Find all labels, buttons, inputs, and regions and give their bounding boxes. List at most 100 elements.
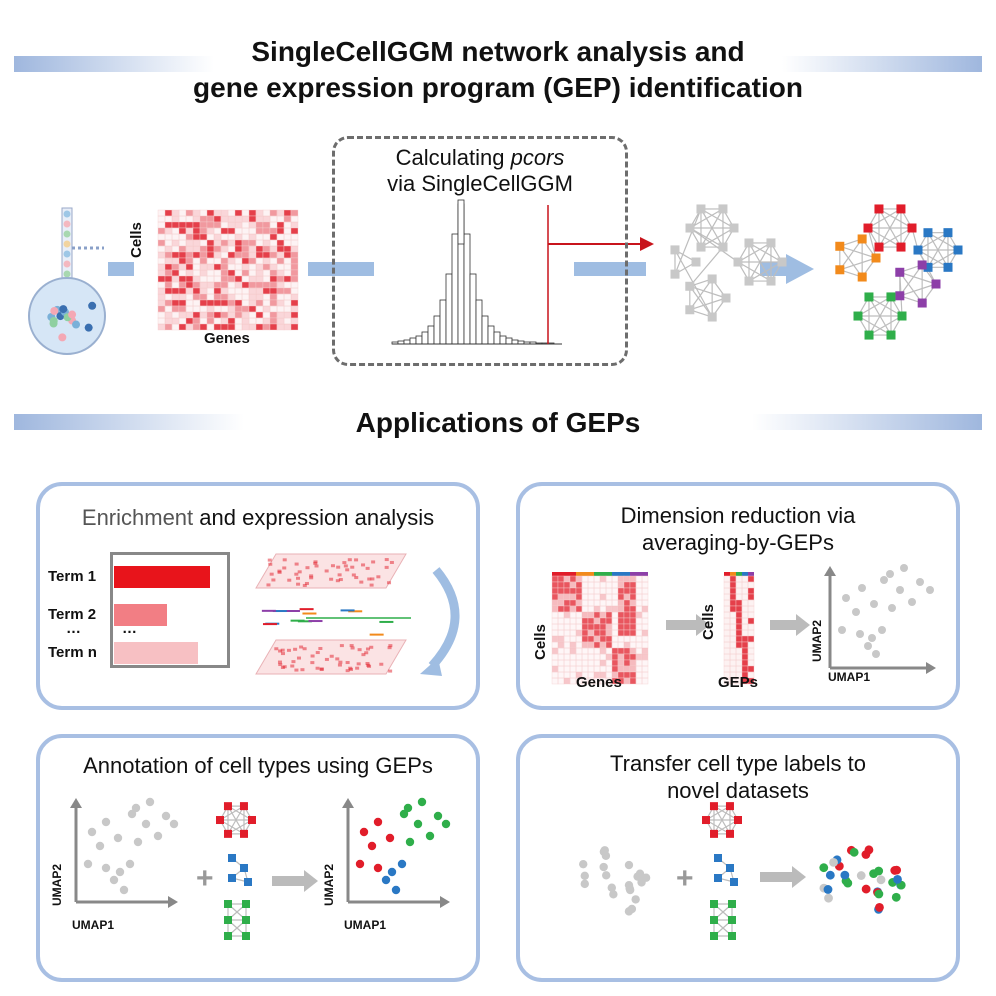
- colored-network-node: [913, 245, 923, 255]
- heatmap-cell: [234, 293, 243, 301]
- colored-network-edge: [899, 264, 923, 297]
- heatmap-cell: [164, 311, 173, 319]
- gep-heatmap-cell: [741, 587, 749, 595]
- heatmap-cell: [220, 281, 229, 289]
- heatmap-cell: [164, 287, 173, 295]
- heatmap-cell: [157, 227, 166, 235]
- heatmap-cell: [185, 317, 194, 325]
- heatmap-cell: [185, 275, 194, 283]
- dimred-heatmap-cell: [581, 635, 589, 643]
- annot-gep-green-node: [224, 916, 232, 924]
- heatmap-cell: [262, 269, 271, 277]
- dimred-heatmap-cell: [611, 605, 619, 613]
- layer-dot: [329, 577, 334, 581]
- heatmap-cell: [157, 323, 166, 331]
- dimred-heatmap-cell: [617, 623, 625, 631]
- layer-dot: [366, 663, 371, 667]
- dimred-heatmap-cell: [635, 641, 643, 649]
- heatmap-cell: [157, 275, 166, 283]
- heatmap-cell: [157, 263, 166, 271]
- dimred-heatmap-cell: [641, 593, 649, 601]
- annot-gray-point: [131, 803, 141, 813]
- transfer-colored-point: [874, 866, 884, 876]
- heatmap-cell: [185, 323, 194, 331]
- dimred-heatmap-cell: [611, 635, 619, 643]
- gep-heatmap-cell: [735, 575, 743, 583]
- layer-dot: [345, 661, 350, 665]
- droplet-cell: [72, 320, 81, 329]
- layer-dot: [371, 560, 376, 564]
- dimred-heatmap-cell: [557, 647, 565, 655]
- heatmap-cell: [178, 227, 187, 235]
- gray-network-node: [744, 238, 754, 248]
- layer-dot: [365, 566, 370, 570]
- heatmap-cell: [213, 245, 222, 253]
- colored-network-node: [864, 292, 874, 302]
- tube-cell: [63, 240, 71, 248]
- dimred-color-strip: [582, 572, 588, 576]
- heatmap-cell: [262, 323, 271, 331]
- heatmap-cell: [283, 281, 292, 289]
- heatmap-cell: [199, 215, 208, 223]
- dimred-heatmap-cell: [557, 671, 565, 679]
- layer-dot: [337, 573, 342, 577]
- expression-layers: [255, 553, 460, 676]
- gep-heatmap-cell: [729, 647, 737, 655]
- colored-network-node: [943, 262, 953, 272]
- tube-cell: [63, 210, 71, 218]
- heatmap-cell: [164, 263, 173, 271]
- heatmap-cell: [241, 305, 250, 313]
- dimred-heatmap-cell: [581, 623, 589, 631]
- colored-network-edge: [899, 283, 937, 297]
- heatmap-cell: [290, 275, 299, 283]
- layer-dot: [293, 647, 298, 651]
- dimred-heatmap-cell: [599, 647, 607, 655]
- heatmap-cell: [283, 275, 292, 283]
- heatmap-cell: [227, 263, 236, 271]
- heatmap-cell: [234, 239, 243, 247]
- heatmap-cell: [290, 269, 299, 277]
- heatmap-cell: [248, 317, 257, 325]
- heatmap-cell: [185, 215, 194, 223]
- heatmap-cell: [178, 233, 187, 241]
- dimred-arrow-2: [770, 620, 798, 630]
- dimred-heatmap-cell: [617, 635, 625, 643]
- dimred-heatmap-cell: [593, 581, 601, 589]
- heatmap-cell: [213, 215, 222, 223]
- dimred-heatmap-cell: [575, 599, 583, 607]
- dimred-heatmap-cell: [599, 653, 607, 661]
- colored-network-node: [874, 242, 884, 252]
- gray-network-edge: [674, 208, 702, 275]
- layer-dot: [282, 566, 287, 570]
- heatmap-cell: [213, 233, 222, 241]
- dimred-heatmap-cell: [581, 653, 589, 661]
- heatmap-cell: [248, 209, 257, 217]
- annot-colored-point: [387, 867, 397, 877]
- dimred-heatmap-cell: [623, 665, 631, 673]
- colored-network-node: [857, 272, 867, 282]
- gep-heatmap-cell: [747, 677, 755, 685]
- dimred-heatmap-cell: [635, 653, 643, 661]
- heatmap-cell: [269, 257, 278, 265]
- transfer-title-line1: Transfer cell type labels to: [610, 751, 866, 776]
- colored-network-node: [871, 253, 881, 263]
- layer-dot: [361, 653, 366, 657]
- heatmap-cell: [262, 305, 271, 313]
- heatmap-cell: [283, 287, 292, 295]
- enrichment-title-dark: Enrichment: [81, 505, 194, 530]
- heatmap-cell: [164, 317, 173, 325]
- transfer-gray-point: [607, 883, 616, 892]
- transfer-gray-point: [599, 847, 609, 856]
- heatmap-cell: [192, 257, 201, 265]
- layer-dot: [278, 649, 283, 653]
- heatmap-cell: [185, 233, 194, 241]
- layer-dot: [282, 558, 287, 562]
- dimred-heatmap-cell: [617, 659, 625, 667]
- transfer-gep-green-node: [728, 932, 736, 940]
- tube-cell: [63, 220, 71, 228]
- heatmap-cell: [199, 305, 208, 313]
- heatmap-cell: [199, 239, 208, 247]
- dimred-heatmap-cell: [641, 623, 649, 631]
- dimred-heatmap-cell: [551, 599, 559, 607]
- heatmap-cell: [248, 311, 257, 319]
